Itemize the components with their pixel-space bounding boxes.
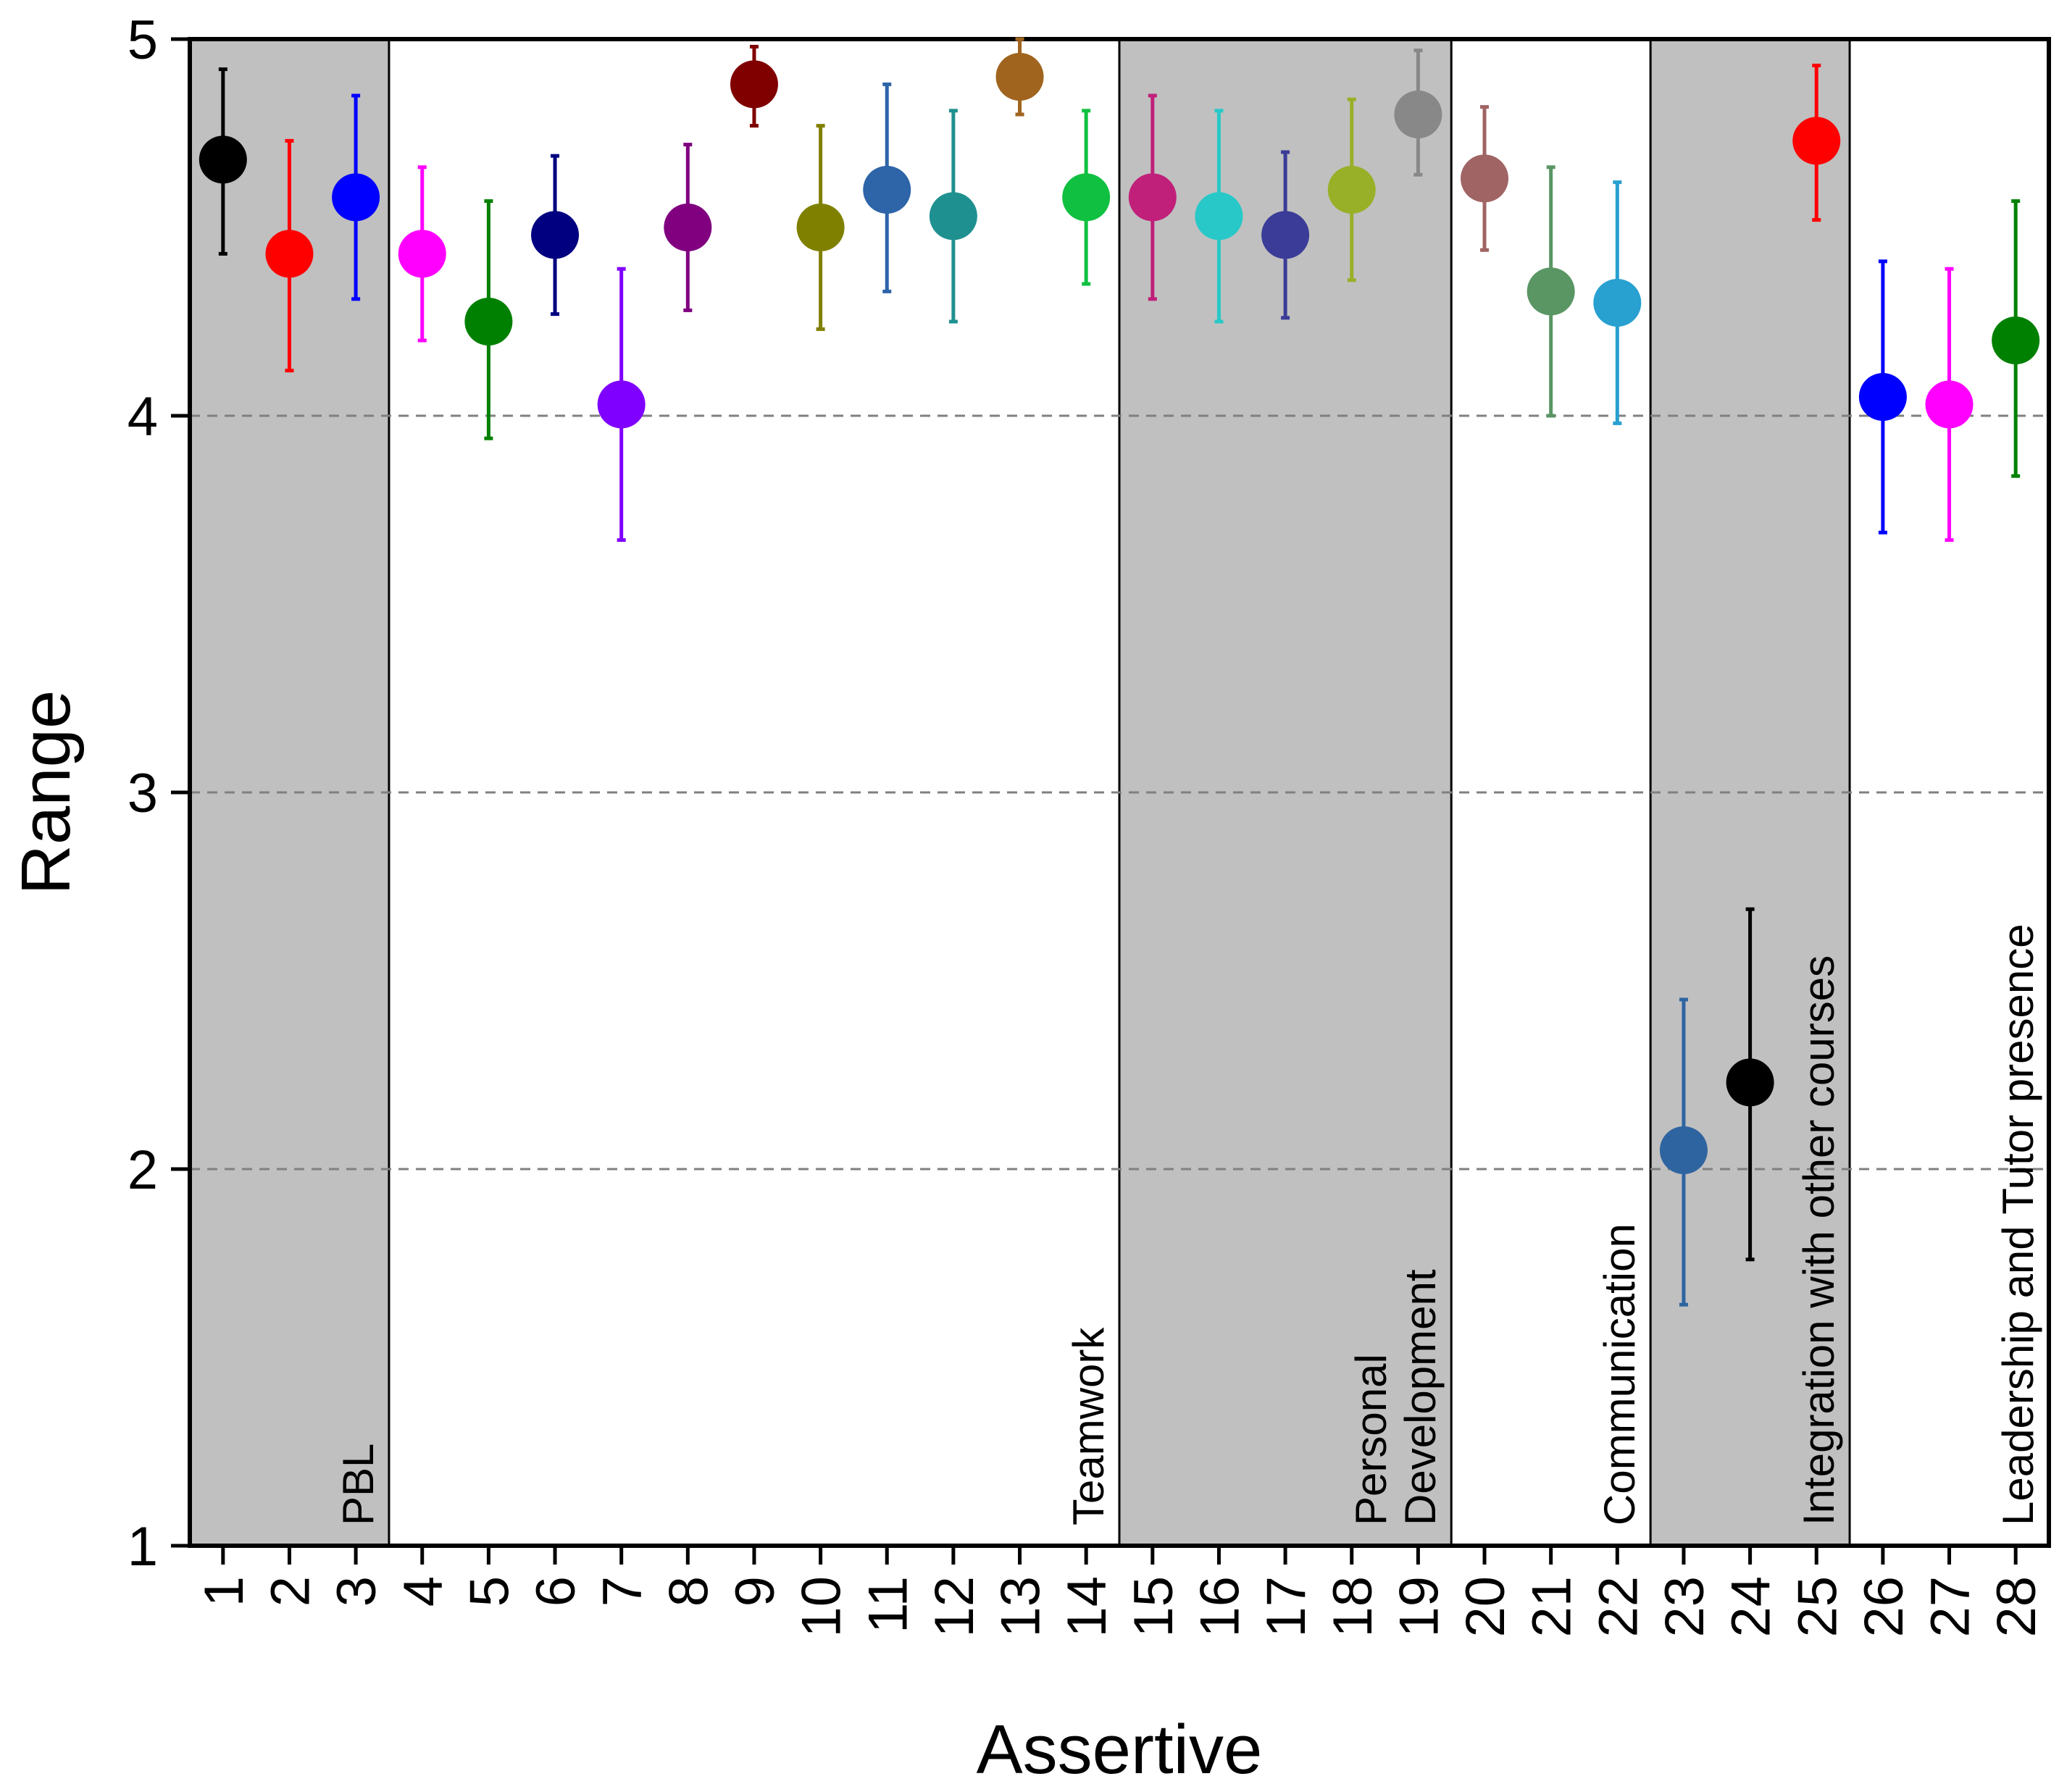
x-tick-label-8: 8 xyxy=(658,1576,719,1607)
x-tick-label-26: 26 xyxy=(1853,1576,1915,1638)
x-tick-label-12: 12 xyxy=(924,1576,985,1638)
group-label-1: PBL xyxy=(334,1444,383,1525)
group-label-5: Integration with other courses xyxy=(1795,955,1843,1525)
point-7 xyxy=(597,380,646,429)
point-27 xyxy=(1925,380,1974,429)
x-tick-label-16: 16 xyxy=(1189,1576,1250,1638)
point-26 xyxy=(1858,373,1907,421)
y-tick-label-2: 2 xyxy=(128,1139,158,1201)
point-2 xyxy=(265,230,314,278)
x-tick-label-10: 10 xyxy=(791,1576,853,1638)
group-label-3-line-1: Personal xyxy=(1347,1354,1395,1525)
x-axis: 1 2 3 4 5 6 7 8 9 10 11 12 13 14 15 16 17 18 19 20 21 22 23 24 2… xyxy=(193,1546,2047,1638)
group-label-3-line-2: Development xyxy=(1396,1269,1445,1525)
x-tick-label-15: 15 xyxy=(1123,1576,1185,1638)
point-25 xyxy=(1792,117,1841,165)
group-label-6: Leadership and Tutor presence xyxy=(1994,924,2042,1525)
x-tick-label-24: 24 xyxy=(1721,1576,1782,1638)
point-28 xyxy=(1992,317,2040,364)
x-tick-label-6: 6 xyxy=(525,1576,587,1607)
data-points xyxy=(199,53,2040,1174)
x-tick-label-7: 7 xyxy=(592,1576,653,1607)
x-tick-label-28: 28 xyxy=(1986,1576,2047,1638)
x-tick-label-22: 22 xyxy=(1587,1576,1649,1638)
x-tick-label-1: 1 xyxy=(193,1576,255,1607)
point-15 xyxy=(1128,173,1177,222)
x-tick-label-23: 23 xyxy=(1654,1576,1716,1638)
x-tick-label-5: 5 xyxy=(459,1576,520,1607)
x-tick-label-18: 18 xyxy=(1322,1576,1384,1638)
x-tick-label-25: 25 xyxy=(1787,1576,1848,1638)
y-axis: 1 2 3 4 5 xyxy=(128,9,190,1578)
x-tick-label-20: 20 xyxy=(1455,1576,1516,1638)
point-3 xyxy=(332,173,380,222)
point-18 xyxy=(1327,166,1376,214)
x-tick-label-21: 21 xyxy=(1521,1576,1583,1638)
x-tick-label-9: 9 xyxy=(724,1576,786,1607)
x-tick-label-27: 27 xyxy=(1920,1576,1981,1638)
point-14 xyxy=(1062,173,1111,222)
point-6 xyxy=(531,211,580,259)
x-tick-label-2: 2 xyxy=(259,1576,321,1607)
point-5 xyxy=(464,298,513,346)
point-20 xyxy=(1461,154,1509,203)
point-16 xyxy=(1195,192,1243,240)
y-axis-title: Range xyxy=(7,690,85,895)
point-23 xyxy=(1659,1126,1708,1174)
point-24 xyxy=(1726,1058,1774,1107)
y-tick-label-4: 4 xyxy=(128,386,158,448)
x-tick-label-19: 19 xyxy=(1388,1576,1450,1638)
x-tick-label-11: 11 xyxy=(857,1576,919,1633)
group-label-2: Teamwork xyxy=(1064,1327,1113,1525)
point-1 xyxy=(199,135,247,184)
x-axis-title: Assertive xyxy=(977,1711,1263,1788)
x-tick-label-13: 13 xyxy=(990,1576,1052,1638)
point-11 xyxy=(863,166,911,214)
x-tick-label-3: 3 xyxy=(326,1576,388,1607)
group-labels: PBL Teamwork Personal Development Communicat… xyxy=(334,924,2042,1525)
x-tick-label-4: 4 xyxy=(393,1576,454,1607)
point-21 xyxy=(1526,267,1575,316)
y-tick-label-1: 1 xyxy=(128,1516,158,1578)
y-tick-label-3: 3 xyxy=(128,763,158,824)
point-12 xyxy=(929,192,977,240)
y-tick-label-5: 5 xyxy=(128,9,158,71)
point-9 xyxy=(730,60,778,109)
x-tick-label-17: 17 xyxy=(1256,1576,1317,1638)
point-13 xyxy=(995,53,1044,101)
gridlines xyxy=(190,414,2049,1171)
group-label-4: Communication xyxy=(1595,1223,1644,1525)
point-8 xyxy=(664,204,712,251)
point-22 xyxy=(1593,279,1642,327)
point-19 xyxy=(1394,91,1442,138)
x-tick-label-14: 14 xyxy=(1056,1576,1118,1638)
point-4 xyxy=(398,230,446,278)
point-17 xyxy=(1261,211,1310,259)
point-10 xyxy=(796,204,845,251)
